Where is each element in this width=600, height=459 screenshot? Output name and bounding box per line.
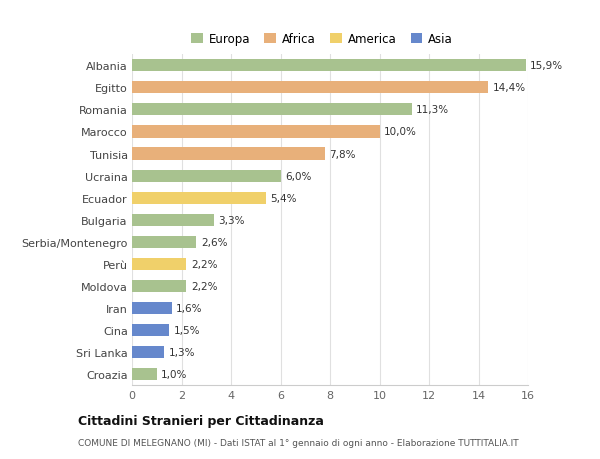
Bar	[132, 148, 325, 160]
Text: 15,9%: 15,9%	[530, 61, 563, 71]
Text: 6,0%: 6,0%	[285, 171, 311, 181]
Bar	[132, 60, 526, 72]
Bar	[132, 347, 164, 358]
Text: 2,2%: 2,2%	[191, 259, 217, 269]
Bar	[132, 280, 187, 292]
Text: 3,3%: 3,3%	[218, 215, 245, 225]
Text: 1,3%: 1,3%	[169, 347, 195, 358]
Text: 14,4%: 14,4%	[493, 83, 526, 93]
Bar	[132, 126, 380, 138]
Bar	[132, 170, 281, 182]
Text: 7,8%: 7,8%	[329, 149, 356, 159]
Text: 5,4%: 5,4%	[270, 193, 296, 203]
Bar	[132, 82, 488, 94]
Text: 1,0%: 1,0%	[161, 369, 188, 380]
Bar	[132, 192, 266, 204]
Text: 2,6%: 2,6%	[201, 237, 227, 247]
Text: 11,3%: 11,3%	[416, 105, 449, 115]
Text: 2,2%: 2,2%	[191, 281, 217, 291]
Bar	[132, 369, 157, 381]
Text: 1,6%: 1,6%	[176, 303, 203, 313]
Bar	[132, 302, 172, 314]
Bar	[132, 325, 169, 336]
Text: 10,0%: 10,0%	[384, 127, 417, 137]
Bar	[132, 236, 196, 248]
Text: Cittadini Stranieri per Cittadinanza: Cittadini Stranieri per Cittadinanza	[78, 414, 324, 428]
Text: 1,5%: 1,5%	[173, 325, 200, 336]
Bar	[132, 258, 187, 270]
Legend: Europa, Africa, America, Asia: Europa, Africa, America, Asia	[191, 33, 453, 46]
Bar	[132, 104, 412, 116]
Text: COMUNE DI MELEGNANO (MI) - Dati ISTAT al 1° gennaio di ogni anno - Elaborazione : COMUNE DI MELEGNANO (MI) - Dati ISTAT al…	[78, 438, 518, 447]
Bar	[132, 214, 214, 226]
